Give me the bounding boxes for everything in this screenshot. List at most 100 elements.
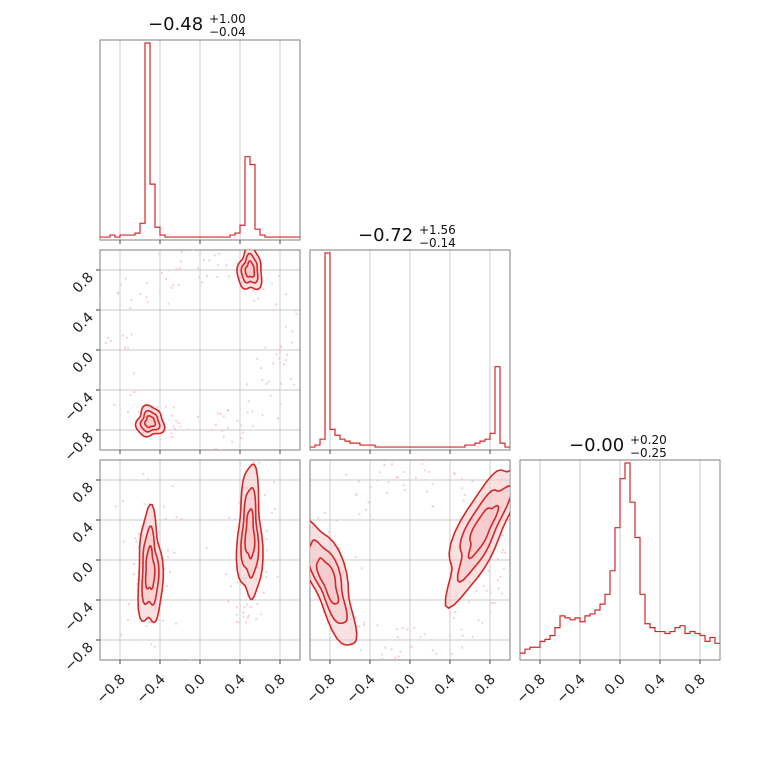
pair-1-2-sample-point [172, 406, 176, 409]
title-plus-param-3: +0.20 [630, 433, 667, 447]
pair-1-3-sample-point [229, 585, 233, 588]
pair-1-2-sample-point [278, 275, 281, 278]
pair-2-3-sample-point [485, 589, 488, 592]
pair-1-2-sample-point [165, 277, 168, 281]
pair-1-3-sample-point [242, 611, 245, 614]
pair-2-3-sample-point [461, 634, 464, 637]
pair-1-3-xtick-label-2: 0.0 [182, 672, 209, 699]
pair-1-2-sample-point [216, 412, 220, 415]
pair-1-2-sample-point [259, 366, 263, 370]
pair-2-3-sample-point [396, 476, 400, 479]
pair-1-2-sample-point [167, 269, 170, 272]
pair-1-2-sample-point [226, 426, 230, 430]
pair-1-2-sample-point [265, 382, 268, 385]
title-param-3: −0.00 [569, 435, 624, 456]
title-param-1: −0.48 [148, 14, 203, 35]
pair-1-2-sample-point [175, 419, 178, 422]
pair-1-2-sample-point [197, 267, 200, 270]
pair-1-2-sample-point [218, 252, 221, 255]
title-minus-param-2: −0.14 [419, 236, 456, 250]
pair-1-3-sample-point [145, 453, 147, 455]
pair-2-3-sample-point [448, 633, 452, 636]
pair-1-2-sample-point [264, 346, 267, 349]
pair-1-3-sample-point [255, 617, 258, 621]
pair-2-3-sample-point [513, 531, 515, 533]
pair-1-3-sample-point [133, 562, 136, 566]
pair-2-3-sample-point [410, 645, 413, 648]
pair-1-3-sample-point [133, 573, 136, 576]
pair-2-3-sample-point [500, 592, 503, 595]
pair-1-3-sample-point [276, 575, 279, 578]
pair-1-2-sample-point [126, 346, 130, 349]
pair-2-3-sample-point [323, 511, 326, 515]
pair-1-3-sample-point [224, 572, 227, 576]
pair-2-3-sample-point [481, 621, 484, 624]
pair-1-2-sample-point [129, 307, 132, 310]
pair-1-3-sample-point [239, 462, 242, 465]
pair-1-2-sample-point [145, 296, 148, 299]
pair-1-3-sample-point [252, 461, 256, 464]
pair-2-3-sample-point [357, 480, 361, 483]
pair-2-3-sample-point [502, 548, 505, 551]
pair-1-3-sample-point [153, 442, 155, 444]
pair-1-2-sample-point [129, 393, 132, 397]
pair-1-3-sample-point [272, 481, 276, 484]
pair-1-2-sample-point [198, 275, 201, 279]
pair-1-3-sample-point [142, 472, 145, 475]
pair-1-2-sample-point [284, 292, 287, 296]
pair-2-3-sample-point [364, 508, 367, 511]
pair-2-3-sample-point [376, 624, 379, 627]
pair-1-3-sample-point [120, 633, 123, 636]
pair-1-3-sample-point [171, 484, 174, 488]
pair-1-3-sample-point [272, 559, 276, 562]
histogram-panel-param-1 [99, 39, 301, 244]
pair-1-3-ytick-label-1: −0.4 [61, 599, 96, 634]
pair-1-3-sample-point [161, 443, 163, 445]
pair-1-3-sample-point [265, 538, 268, 541]
pair-1-3-ytick-label-3: 0.4 [70, 519, 97, 546]
pair-2-3-sample-point [372, 518, 375, 521]
pair-1-3-sample-point [189, 658, 192, 660]
pair-2-3-sample-point [354, 556, 357, 559]
pair-2-3-sample-point [367, 501, 370, 504]
pair-2-3-sample-point [360, 567, 363, 570]
pair-2-3-sample-point [467, 600, 471, 603]
pair-1-3-sample-point [174, 622, 178, 625]
pair-1-2-sample-point [219, 448, 223, 450]
pair-1-2-sample-point [190, 244, 192, 246]
pair-2-3-sample-point [361, 598, 364, 602]
title-plus-param-1: +1.00 [209, 12, 246, 26]
pair-1-2-sample-point [175, 267, 178, 271]
pair-2-3-sample-point [390, 463, 394, 466]
pair-1-2-sample-point [117, 292, 120, 295]
pair-2-3-sample-point [327, 530, 331, 533]
pair-1-2-ytick-label-1: −0.4 [61, 389, 96, 424]
pair-1-3-xtick-label-3: 0.4 [222, 671, 249, 698]
pair-1-3-sample-point [246, 616, 249, 619]
pair-1-2-sample-point [216, 275, 219, 279]
pair-2-3-contents [310, 460, 515, 660]
pair-1-3-sample-point [147, 478, 150, 481]
pair-2-3-sample-point [402, 484, 405, 487]
pair-2-3-sample-point [499, 575, 502, 579]
pair-2-3-sample-point [358, 512, 361, 516]
pair-1-3-ytick-label-0: −0.8 [61, 640, 96, 675]
pair-1-2-sample-point [272, 308, 275, 312]
pair-1-2-sample-point [192, 250, 195, 251]
pair-1-3-sample-point [249, 605, 253, 609]
pair-1-2-sample-point [178, 267, 182, 270]
title-param-2: −0.72 [358, 225, 413, 246]
pair-1-2-sample-point [187, 428, 190, 431]
pair-1-2-sample-point [278, 350, 282, 354]
pair-1-2-sample-point [133, 391, 136, 394]
pair-2-3-sample-point [475, 589, 479, 592]
pair-1-2-sample-point [240, 436, 243, 440]
pair-1-2-sample-point [251, 425, 254, 428]
pair-1-2-sample-point [170, 286, 173, 289]
pair-1-3-ytick-label-2: 0.0 [70, 560, 97, 587]
pair-1-3-sample-point [165, 584, 169, 587]
pair-1-3-sample-point [114, 505, 117, 508]
pair-1-3-sample-point [163, 567, 167, 570]
pair-1-2-sample-point [100, 299, 102, 302]
